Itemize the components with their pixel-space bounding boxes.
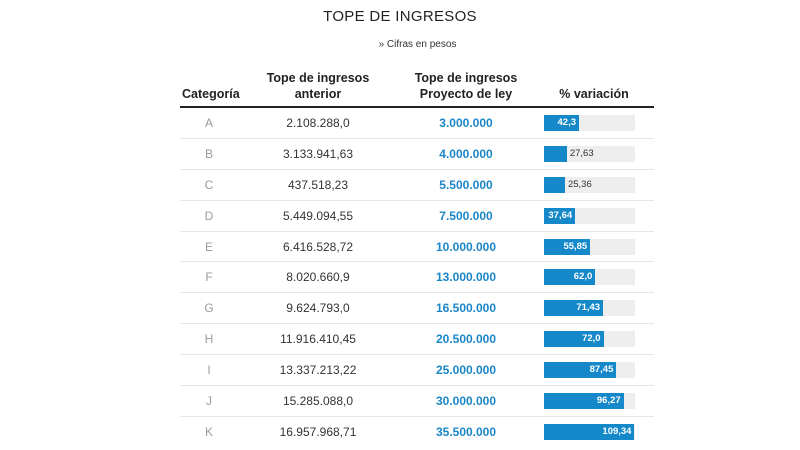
categoria-cell: A xyxy=(204,115,213,130)
table-row: G 9.624.793,0 16.500.000 71,43 xyxy=(180,293,654,325)
variacion-bar xyxy=(544,114,579,131)
variacion-label: 37,64 xyxy=(548,209,573,221)
table-header: Categoría Tope de ingresos anterior Tope… xyxy=(180,66,654,108)
categoria-cell: B xyxy=(204,146,213,161)
variacion-label: 27,63 xyxy=(569,147,594,159)
header-proyecto: Tope de ingresos Proyecto de ley xyxy=(398,70,534,106)
categoria-cell: E xyxy=(204,239,213,254)
proyecto-cell: 7.500.000 xyxy=(439,208,493,223)
proyecto-cell: 35.500.000 xyxy=(435,424,497,439)
proyecto-cell: 16.500.000 xyxy=(435,301,497,316)
categoria-cell: F xyxy=(205,270,213,285)
variacion-bar-track: 42,3 xyxy=(544,114,635,131)
categoria-cell: D xyxy=(204,208,214,223)
chart-title: TOPE DE INGRESOS xyxy=(323,8,477,25)
variacion-bar xyxy=(544,145,567,162)
categoria-cell: K xyxy=(204,424,213,439)
table-row: K 16.957.968,71 35.500.000 109,34 xyxy=(180,417,654,447)
header-proyecto-line2: Proyecto de ley xyxy=(419,87,513,101)
table-row: J 15.285.088,0 30.000.000 96,27 xyxy=(180,386,654,417)
variacion-bar-track: 72,0 xyxy=(544,331,635,348)
chart-subtitle: » Cifras en pesos xyxy=(378,39,457,50)
anterior-cell: 6.416.528,72 xyxy=(282,239,354,254)
variacion-bar-track: 109,34 xyxy=(544,423,635,440)
variacion-label: 87,45 xyxy=(589,364,614,376)
variacion-bar-track: 37,64 xyxy=(544,207,635,224)
header-proyecto-line1: Tope de ingresos xyxy=(414,71,518,85)
header-variacion: % variación xyxy=(559,87,629,101)
anterior-cell: 15.285.088,0 xyxy=(282,393,354,408)
proyecto-cell: 25.000.000 xyxy=(435,363,497,378)
variacion-label: 71,43 xyxy=(576,302,601,314)
table-row: A 2.108.288,0 3.000.000 42,3 xyxy=(180,108,654,139)
variacion-bar xyxy=(544,269,596,286)
table-row: H 11.916.410,45 20.500.000 72,0 xyxy=(180,324,654,356)
header-anterior-line1: Tope de ingresos xyxy=(266,71,370,85)
variacion-bar xyxy=(544,238,591,255)
variacion-bar xyxy=(544,176,565,193)
table-row: D 5.449.094,55 7.500.000 37,64 xyxy=(180,201,654,232)
proyecto-cell: 10.000.000 xyxy=(435,239,497,254)
variacion-bar xyxy=(544,362,617,379)
variacion-bar-track: 25,36 xyxy=(544,176,635,193)
categoria-cell: C xyxy=(204,177,214,192)
proyecto-cell: 4.000.000 xyxy=(439,146,493,161)
variacion-bar xyxy=(544,207,576,224)
anterior-cell: 9.624.793,0 xyxy=(286,301,350,316)
variacion-bar xyxy=(544,300,604,317)
variacion-bar xyxy=(544,331,604,348)
variacion-label: 25,36 xyxy=(567,178,592,190)
header-categoria: Categoría xyxy=(182,87,240,101)
variacion-bar-track: 71,43 xyxy=(544,300,635,317)
anterior-cell: 437.518,23 xyxy=(287,177,349,192)
income-cap-table: Categoría Tope de ingresos anterior Tope… xyxy=(180,66,654,447)
variacion-label: 109,34 xyxy=(602,425,632,437)
table-body: A 2.108.288,0 3.000.000 42,3 B 3.133.941,63 4.… xyxy=(180,108,654,447)
anterior-cell: 3.133.941,63 xyxy=(282,146,354,161)
proyecto-cell: 13.000.000 xyxy=(435,270,497,285)
variacion-bar xyxy=(544,392,624,409)
table-row: C 437.518,23 5.500.000 25,36 xyxy=(180,170,654,201)
anterior-cell: 11.916.410,45 xyxy=(280,332,356,347)
variacion-bar-track: 96,27 xyxy=(544,392,635,409)
anterior-cell: 13.337.213,22 xyxy=(279,363,357,378)
proyecto-cell: 3.000.000 xyxy=(439,115,493,130)
variacion-bar xyxy=(544,423,635,440)
variacion-label: 96,27 xyxy=(596,394,621,406)
proyecto-cell: 20.500.000 xyxy=(435,332,497,347)
anterior-cell: 2.108.288,0 xyxy=(286,115,350,130)
header-anterior-line2: anterior xyxy=(294,87,342,101)
anterior-cell: 16.957.968,71 xyxy=(279,424,357,439)
variacion-label: 42,3 xyxy=(557,116,577,128)
proyecto-cell: 30.000.000 xyxy=(435,393,497,408)
table-row: F 8.020.660,9 13.000.000 62,0 xyxy=(180,262,654,294)
variacion-label: 72,0 xyxy=(582,333,601,345)
variacion-label: 55,85 xyxy=(563,240,588,252)
variacion-bar-track: 87,45 xyxy=(544,362,635,379)
table-row: I 13.337.213,22 25.000.000 87,45 xyxy=(180,355,654,387)
categoria-cell: J xyxy=(206,393,212,408)
table-row: B 3.133.941,63 4.000.000 27,63 xyxy=(180,139,654,170)
variacion-label: 62,0 xyxy=(573,271,593,283)
categoria-cell: G xyxy=(204,301,214,316)
variacion-bar-track: 27,63 xyxy=(544,145,635,162)
anterior-cell: 5.449.094,55 xyxy=(282,208,354,223)
anterior-cell: 8.020.660,9 xyxy=(286,270,350,285)
table-row: E 6.416.528,72 10.000.000 55,85 xyxy=(180,232,654,263)
header-anterior: Tope de ingresos anterior xyxy=(238,70,398,106)
categoria-cell: H xyxy=(204,332,214,347)
variacion-bar-track: 55,85 xyxy=(544,238,635,255)
variacion-bar-track: 62,0 xyxy=(544,269,635,286)
proyecto-cell: 5.500.000 xyxy=(439,177,493,192)
categoria-cell: I xyxy=(207,363,211,378)
